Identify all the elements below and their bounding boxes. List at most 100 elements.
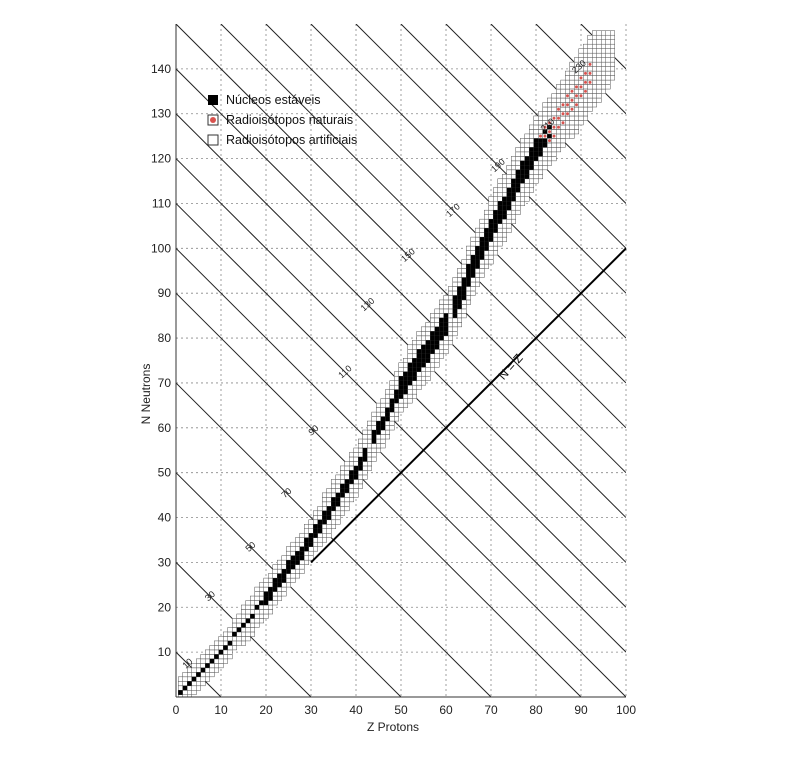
artificial-radioisotope-cell bbox=[574, 106, 579, 112]
stable-nucleus-cell bbox=[493, 214, 498, 220]
artificial-radioisotope-cell bbox=[304, 528, 309, 534]
artificial-radioisotope-cell bbox=[232, 622, 237, 628]
artificial-radioisotope-cell bbox=[380, 443, 386, 449]
isobar-lines bbox=[176, 24, 626, 697]
artificial-radioisotope-cell bbox=[439, 340, 444, 346]
nuclide-cells bbox=[178, 30, 615, 697]
artificial-radioisotope-cell bbox=[596, 39, 602, 45]
artificial-radioisotope-cell bbox=[439, 344, 444, 350]
artificial-radioisotope-cell bbox=[331, 492, 336, 498]
artificial-radioisotope-cell bbox=[209, 645, 215, 651]
legend-label: Radioisótopos naturais bbox=[226, 113, 353, 127]
artificial-radioisotope-cell bbox=[421, 326, 426, 332]
stable-nucleus-cell bbox=[421, 344, 426, 350]
stable-nucleus-cell bbox=[538, 147, 543, 152]
artificial-radioisotope-cell bbox=[299, 541, 305, 547]
stable-nucleus-cell bbox=[434, 326, 440, 332]
artificial-radioisotope-cell bbox=[596, 93, 602, 99]
artificial-radioisotope-cell bbox=[488, 245, 494, 251]
natural-radioisotope-dot bbox=[561, 112, 565, 116]
stable-nucleus-cell bbox=[439, 335, 444, 341]
artificial-radioisotope-cell bbox=[479, 232, 485, 238]
artificial-radioisotope-cell bbox=[556, 84, 561, 90]
artificial-radioisotope-cell bbox=[529, 169, 534, 175]
artificial-radioisotope-cell bbox=[362, 434, 368, 440]
artificial-radioisotope-cell bbox=[236, 613, 242, 619]
artificial-radioisotope-cell bbox=[412, 384, 417, 390]
artificial-radioisotope-cell bbox=[398, 366, 404, 372]
stable-nucleus-cell bbox=[403, 385, 408, 390]
stable-nucleus-cell bbox=[533, 151, 539, 157]
artificial-radioisotope-cell bbox=[281, 564, 287, 570]
artificial-radioisotope-cell bbox=[466, 250, 471, 256]
artificial-radioisotope-cell bbox=[596, 43, 602, 49]
stable-nucleus-cell bbox=[349, 474, 354, 480]
artificial-radioisotope-cell bbox=[349, 497, 354, 503]
stable-nucleus-cell bbox=[430, 349, 435, 354]
artificial-radioisotope-cell bbox=[335, 479, 341, 485]
artificial-radioisotope-cell bbox=[560, 79, 566, 85]
artificial-radioisotope-cell bbox=[340, 501, 345, 507]
isobar-line bbox=[176, 203, 626, 653]
stable-nucleus-cell bbox=[398, 394, 404, 399]
artificial-radioisotope-cell bbox=[254, 586, 260, 592]
stable-nucleus-cell bbox=[475, 250, 480, 256]
natural-radioisotope-dot bbox=[561, 121, 565, 125]
stable-nucleus-cell bbox=[497, 210, 503, 215]
stable-nucleus-cell bbox=[466, 281, 471, 287]
artificial-radioisotope-cell bbox=[331, 524, 336, 530]
artificial-radioisotope-cell bbox=[209, 667, 215, 673]
artificial-radioisotope-cell bbox=[587, 66, 593, 72]
artificial-radioisotope-cell bbox=[268, 600, 273, 606]
artificial-radioisotope-cell bbox=[358, 474, 363, 480]
artificial-radioisotope-cell bbox=[344, 501, 350, 507]
artificial-radioisotope-cell bbox=[205, 667, 210, 673]
artificial-radioisotope-cell bbox=[358, 447, 363, 453]
stable-nucleus-cell bbox=[470, 259, 476, 265]
artificial-radioisotope-cell bbox=[529, 183, 534, 189]
artificial-radioisotope-cell bbox=[187, 685, 192, 691]
stable-nucleus-cell bbox=[421, 362, 426, 368]
artificial-radioisotope-cell bbox=[232, 636, 237, 642]
stable-nucleus-cell bbox=[362, 447, 368, 453]
artificial-radioisotope-cell bbox=[317, 541, 323, 547]
isobar-line bbox=[445, 24, 626, 204]
artificial-radioisotope-cell bbox=[560, 133, 566, 139]
artificial-radioisotope-cell bbox=[497, 196, 503, 202]
artificial-radioisotope-cell bbox=[506, 223, 512, 229]
artificial-radioisotope-cell bbox=[457, 322, 462, 328]
legend-marker-natural-dot bbox=[210, 117, 216, 123]
stable-nucleus-cell bbox=[479, 255, 485, 260]
artificial-radioisotope-cell bbox=[601, 30, 606, 36]
artificial-radioisotope-cell bbox=[376, 411, 381, 417]
artificial-radioisotope-cell bbox=[520, 138, 525, 144]
artificial-radioisotope-cell bbox=[412, 340, 417, 346]
artificial-radioisotope-cell bbox=[232, 645, 237, 651]
artificial-radioisotope-cell bbox=[493, 205, 498, 211]
artificial-radioisotope-cell bbox=[443, 340, 449, 346]
stable-nucleus-cell bbox=[506, 205, 512, 211]
stable-nucleus-cell bbox=[398, 389, 404, 395]
stable-nucleus-cell bbox=[434, 335, 440, 341]
stable-nucleus-cell bbox=[520, 178, 525, 184]
stable-nucleus-cell bbox=[502, 205, 507, 211]
natural-radioisotope-dot bbox=[543, 134, 547, 138]
artificial-radioisotope-cell bbox=[371, 411, 377, 417]
artificial-radioisotope-cell bbox=[439, 299, 444, 305]
artificial-radioisotope-cell bbox=[434, 362, 440, 368]
artificial-radioisotope-cell bbox=[484, 214, 489, 220]
stable-nucleus-cell bbox=[461, 286, 467, 291]
artificial-radioisotope-cell bbox=[574, 124, 579, 130]
artificial-radioisotope-cell bbox=[605, 66, 611, 72]
artificial-radioisotope-cell bbox=[358, 470, 363, 476]
natural-radioisotope-dot bbox=[566, 112, 569, 116]
artificial-radioisotope-cell bbox=[394, 402, 399, 408]
stable-nucleus-cell bbox=[403, 380, 408, 386]
artificial-radioisotope-cell bbox=[416, 331, 422, 337]
artificial-radioisotope-cell bbox=[241, 604, 246, 610]
artificial-radioisotope-cell bbox=[443, 304, 449, 310]
artificial-radioisotope-cell bbox=[610, 66, 615, 72]
stable-nucleus-cell bbox=[520, 165, 525, 170]
artificial-radioisotope-cell bbox=[421, 375, 426, 381]
artificial-radioisotope-cell bbox=[398, 398, 404, 404]
